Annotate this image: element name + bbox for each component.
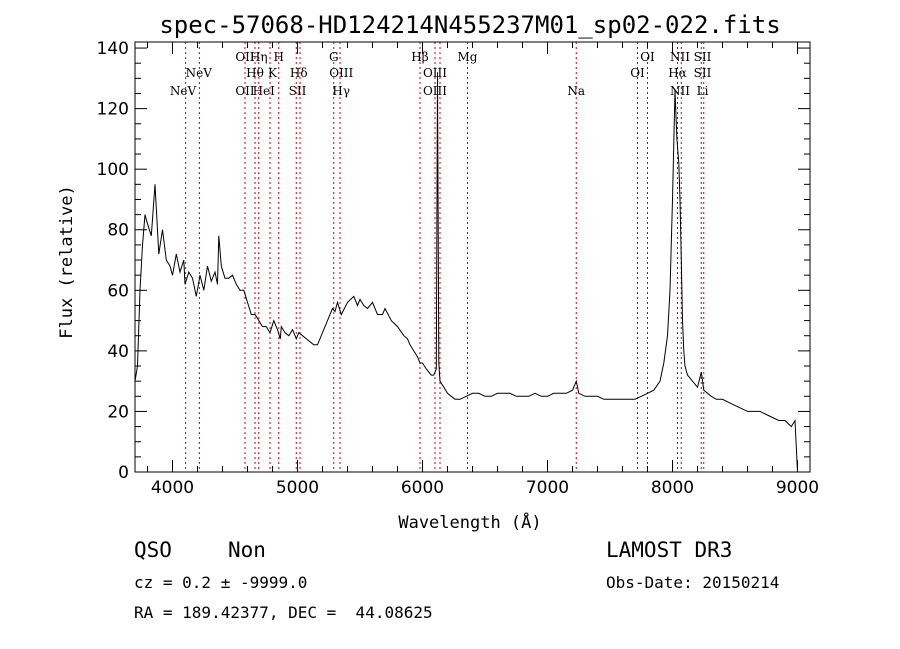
coordinates: RA = 189.42377, DEC = 44.08625 xyxy=(134,603,433,622)
line-labels: NeV NeV OII OII Hθ Hη HeI KH Hδ SII G OIII Hγ Hβ OIII O… xyxy=(170,50,712,98)
y-tick-label: 40 xyxy=(107,342,129,362)
survey-label: LAMOST DR3 xyxy=(606,538,733,562)
spectral-line-label: HeI xyxy=(253,84,276,98)
spectral-line-label: SII xyxy=(289,84,307,98)
plot-frame xyxy=(134,41,811,473)
x-tick-label: 5000 xyxy=(276,478,319,498)
x-tick-label: 9000 xyxy=(776,478,819,498)
spectrum-line xyxy=(134,72,798,473)
spectral-line-label: SII xyxy=(694,50,712,64)
y-tick-label: 120 xyxy=(97,100,129,120)
line-markers xyxy=(185,42,705,472)
y-axis-ticks: 0 20 40 60 80 100 120 140 xyxy=(97,39,810,483)
spectral-line-label: K xyxy=(268,66,278,80)
spectral-line-label: OI xyxy=(640,50,655,64)
y-tick-label: 100 xyxy=(97,160,129,180)
spectral-line-label: G xyxy=(329,50,339,64)
x-tick-label: 8000 xyxy=(651,478,694,498)
spectral-line-label: Hα xyxy=(668,66,687,80)
spectral-line-label: Li xyxy=(697,84,709,98)
obs-date: Obs-Date: 20150214 xyxy=(606,573,780,592)
spectral-line-label: Hδ xyxy=(290,66,308,80)
spectral-line-label: NeV xyxy=(170,84,197,98)
spectral-line-label: OIII xyxy=(329,66,353,80)
spectral-line-label: Hβ xyxy=(411,50,428,64)
y-tick-label: 80 xyxy=(107,221,129,241)
spectral-line-label: OIII xyxy=(423,84,447,98)
spectral-line-label: SII xyxy=(694,66,712,80)
spectral-line-label: Mg xyxy=(458,50,478,64)
chart-title: spec-57068-HD124214N455237M01_sp02-022.f… xyxy=(159,11,780,39)
y-tick-label: 20 xyxy=(107,402,129,422)
spectral-line-label: Hθ xyxy=(246,66,264,80)
y-axis-label: Flux (relative) xyxy=(57,185,77,339)
y-tick-label: 60 xyxy=(107,281,129,301)
spectral-line-label: OII xyxy=(235,84,255,98)
object-class: QSO xyxy=(134,538,172,562)
x-axis-ticks: 4000 5000 6000 7000 8000 9000 xyxy=(147,42,819,498)
spectral-line-label: Hη xyxy=(250,50,268,64)
x-tick-label: 4000 xyxy=(151,478,194,498)
spectral-line-label: NII xyxy=(670,50,690,64)
spectral-line-label: H xyxy=(274,50,284,64)
spectral-line-label: NII xyxy=(670,84,690,98)
spectral-line-label: OI xyxy=(630,66,645,80)
spectral-line-label: OII xyxy=(235,50,255,64)
redshift-info: cz = 0.2 ± -9999.0 xyxy=(134,573,308,592)
y-tick-label: 0 xyxy=(118,463,129,483)
x-axis-label: Wavelength (Å) xyxy=(398,511,541,533)
x-tick-label: 7000 xyxy=(526,478,569,498)
spectral-line-label: Na xyxy=(567,84,585,98)
x-tick-label: 6000 xyxy=(401,478,444,498)
spectral-line-label: Hγ xyxy=(332,84,350,98)
object-subclass: Non xyxy=(228,538,266,562)
spectral-line-label: OIII xyxy=(423,66,447,80)
y-tick-label: 140 xyxy=(97,39,129,59)
spectral-line-label: NeV xyxy=(186,66,213,80)
